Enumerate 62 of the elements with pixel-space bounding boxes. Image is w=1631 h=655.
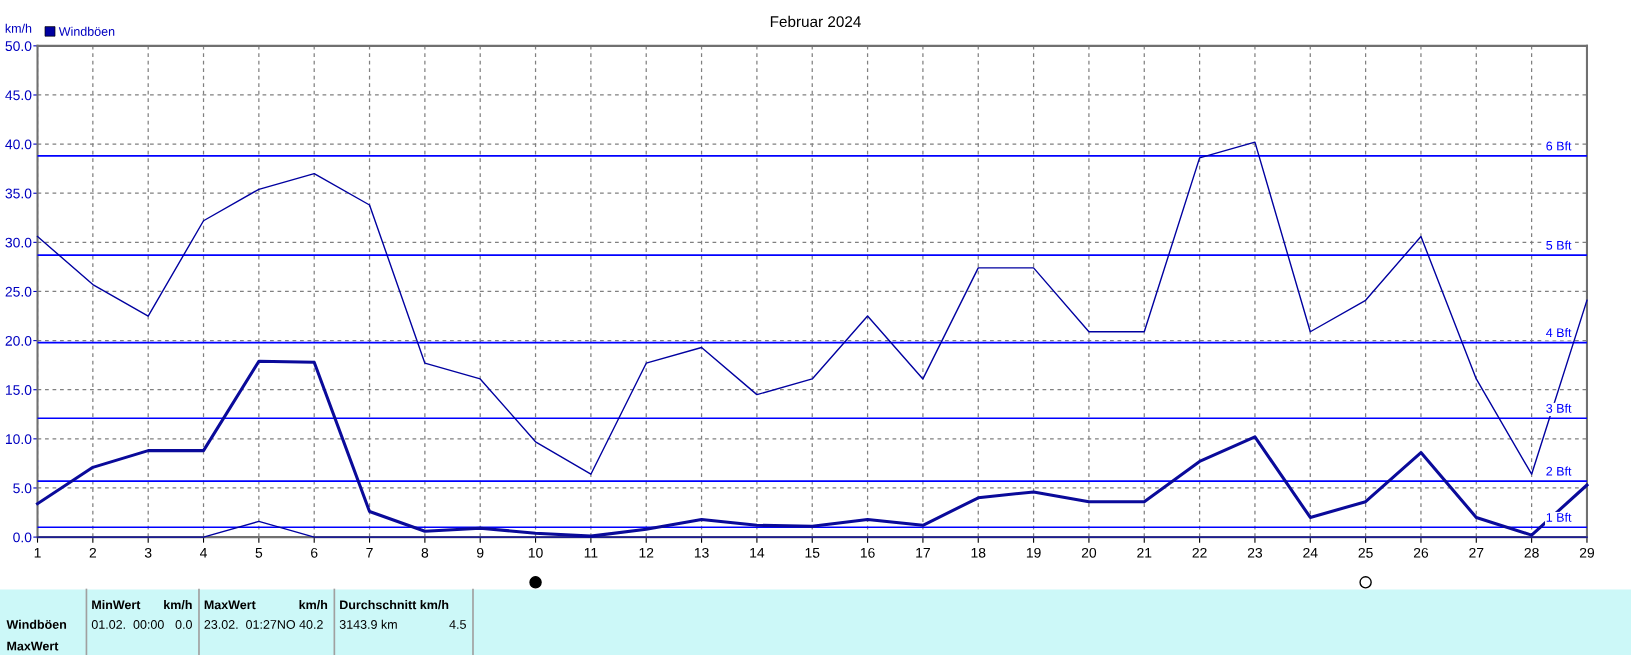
x-tick-label: 15 xyxy=(805,548,820,558)
text: MinWert xyxy=(92,600,141,610)
y-axis-title: km/h xyxy=(5,23,32,33)
x-tick-label: 18 xyxy=(971,547,986,558)
x-tick-label: 8 xyxy=(421,547,429,558)
y-tick-label: 5.0 xyxy=(13,483,32,494)
y-tick-label: 10.0 xyxy=(5,434,32,445)
y-tick-label: 40.0 xyxy=(5,139,32,150)
ref-line-label: 2 Bft xyxy=(1546,466,1572,476)
x-tick-label: 10 xyxy=(528,547,543,558)
text: km/h xyxy=(299,600,328,610)
x-tick-label: 25 xyxy=(1358,547,1373,558)
ref-line-label: 5 Bft xyxy=(1546,240,1572,250)
text: MaxWert xyxy=(7,641,59,651)
x-tick-label: 23 xyxy=(1247,547,1263,558)
x-tick-label: 17 xyxy=(916,548,930,558)
y-tick-label: 25.0 xyxy=(5,286,32,297)
ref-line-label: 3 Bft xyxy=(1546,403,1572,413)
ref-line-label: 4 Bft xyxy=(1546,327,1572,338)
x-tick-label: 28 xyxy=(1524,547,1539,558)
text: 0.0 xyxy=(175,620,192,629)
y-tick-label: 45.0 xyxy=(5,90,32,101)
y-tick-label: 50.0 xyxy=(5,41,32,52)
text: 23.02. 01:27NO 40.2 xyxy=(204,620,323,629)
x-tick-label: 7 xyxy=(366,548,373,558)
legend-label: Windböen xyxy=(58,26,115,36)
x-tick-label: 21 xyxy=(1137,547,1152,558)
x-tick-label: 16 xyxy=(860,547,875,558)
y-tick-label: 0.0 xyxy=(13,532,32,543)
x-tick-label: 24 xyxy=(1303,547,1318,558)
x-tick-label: 27 xyxy=(1469,547,1484,558)
x-tick-label: 9 xyxy=(477,547,484,558)
x-tick-label: 11 xyxy=(584,548,598,558)
y-tick-label: 30.0 xyxy=(5,237,32,248)
text: 4.5 xyxy=(449,620,466,629)
text: km/h xyxy=(164,600,192,610)
y-tick-label: 20.0 xyxy=(5,335,32,346)
x-tick-label: 14 xyxy=(750,548,765,558)
x-tick-label: 1 xyxy=(34,548,41,558)
x-tick-label: 20 xyxy=(1081,547,1097,558)
x-tick-label: 22 xyxy=(1192,547,1207,558)
x-tick-label: 6 xyxy=(311,547,318,558)
ref-line-label: 1 Bft xyxy=(1546,512,1572,522)
y-tick-label: 35.0 xyxy=(5,188,32,199)
chart-title: Februar 2024 xyxy=(770,15,861,28)
x-tick-label: 19 xyxy=(1026,547,1041,558)
x-tick-label: 3 xyxy=(144,547,152,558)
line-series xyxy=(36,141,1588,475)
text: Durchschnitt km/h xyxy=(340,600,449,610)
text: 3143.9 km xyxy=(339,619,397,629)
x-tick-label: 13 xyxy=(694,547,709,558)
x-tick-label: 29 xyxy=(1579,547,1595,558)
text: 01.02. 00:00 xyxy=(91,620,164,629)
y-tick-label: 15.0 xyxy=(5,385,32,395)
text: MaxWert xyxy=(204,600,256,610)
x-tick-label: 12 xyxy=(639,547,654,558)
ref-line-label: 6 Bft xyxy=(1546,141,1572,151)
x-tick-label: 2 xyxy=(89,547,97,558)
x-tick-label: 5 xyxy=(255,548,263,558)
text: Windböen xyxy=(6,619,67,629)
x-tick-label: 4 xyxy=(199,548,207,558)
x-tick-label: 26 xyxy=(1413,547,1429,558)
